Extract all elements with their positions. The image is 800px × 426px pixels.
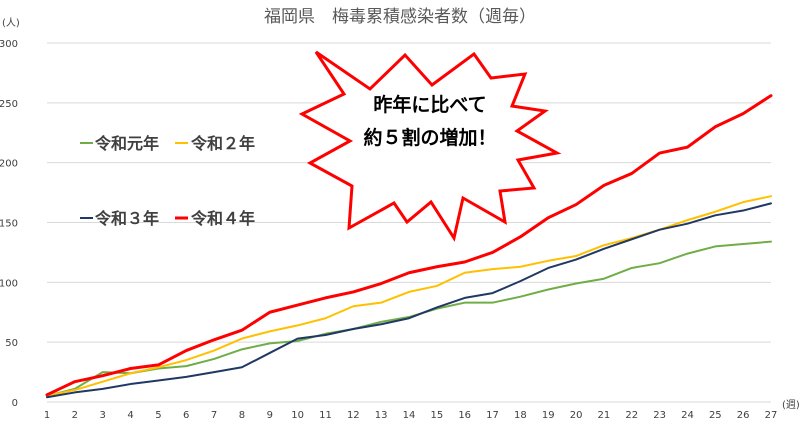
x-tick-label: 15 [430, 410, 443, 421]
x-tick-label: 27 [765, 410, 778, 421]
legend-item-reiwa1: 令和元年 [80, 134, 159, 153]
y-tick-label: 300 [0, 39, 18, 50]
series-line [46, 240, 772, 398]
y-tick-label: 50 [5, 338, 18, 349]
legend-label: 令和３年 [94, 209, 159, 228]
x-tick-label: 17 [486, 410, 499, 421]
legend-label: 令和元年 [94, 134, 159, 153]
x-axis-ticks: 1 2 3 4 5 6 7 8 9 10 11 12 13 14 15 16 17 18 19 20 21 22 23 24 2… [44, 410, 778, 421]
x-tick-label: 5 [155, 410, 161, 421]
x-tick-label: 24 [681, 410, 694, 421]
legend-item-reiwa3: 令和３年 [80, 209, 159, 228]
legend-item-reiwa4: 令和４年 [175, 209, 255, 228]
legend-label: 令和２年 [190, 134, 255, 153]
starburst-shape [298, 50, 562, 242]
x-tick-label: 2 [72, 410, 78, 421]
x-tick-label: 20 [570, 410, 583, 421]
series-lines [45, 94, 773, 399]
x-tick-label: 13 [375, 410, 388, 421]
x-tick-label: 25 [709, 410, 722, 421]
legend-label: 令和４年 [190, 209, 255, 228]
x-tick-label: 4 [127, 410, 133, 421]
x-tick-label: 23 [653, 410, 666, 421]
x-tick-label: 16 [458, 410, 471, 421]
x-tick-label: 19 [542, 410, 555, 421]
x-tick-label: 18 [514, 410, 527, 421]
legend-item-reiwa2: 令和２年 [175, 134, 255, 153]
starburst-callout: 昨年に比べて 約５割の増加！ [298, 50, 562, 242]
x-tick-label: 10 [291, 410, 304, 421]
y-axis-unit: (人) [2, 17, 20, 29]
x-tick-label: 14 [403, 410, 416, 421]
x-tick-label: 26 [737, 410, 750, 421]
legend: 令和元年 令和２年 令和３年 令和４年 [80, 134, 255, 228]
chart-title: 福岡県 梅毒累積感染者数（週毎） [264, 7, 536, 27]
series-line [45, 94, 773, 397]
x-tick-label: 11 [319, 410, 332, 421]
series-line [46, 202, 772, 399]
x-tick-label: 3 [100, 410, 106, 421]
y-tick-label: 200 [0, 159, 18, 170]
x-axis-unit: (週) [782, 399, 800, 411]
x-tick-label: 22 [625, 410, 638, 421]
y-tick-label: 0 [12, 398, 18, 409]
x-tick-label: 9 [267, 410, 273, 421]
y-axis-ticks: 0 50 100 150 200 250 300 [0, 39, 18, 409]
x-tick-label: 12 [347, 410, 360, 421]
callout-line-2: 約５割の増加！ [363, 126, 496, 149]
y-tick-label: 250 [0, 99, 18, 110]
x-tick-label: 1 [44, 410, 50, 421]
x-tick-label: 7 [211, 410, 217, 421]
x-tick-label: 8 [239, 410, 245, 421]
y-tick-label: 100 [0, 278, 18, 289]
x-tick-label: 21 [598, 410, 611, 421]
x-tick-label: 6 [183, 410, 189, 421]
callout-line-1: 昨年に比べて [373, 93, 486, 116]
y-tick-label: 150 [0, 219, 18, 230]
